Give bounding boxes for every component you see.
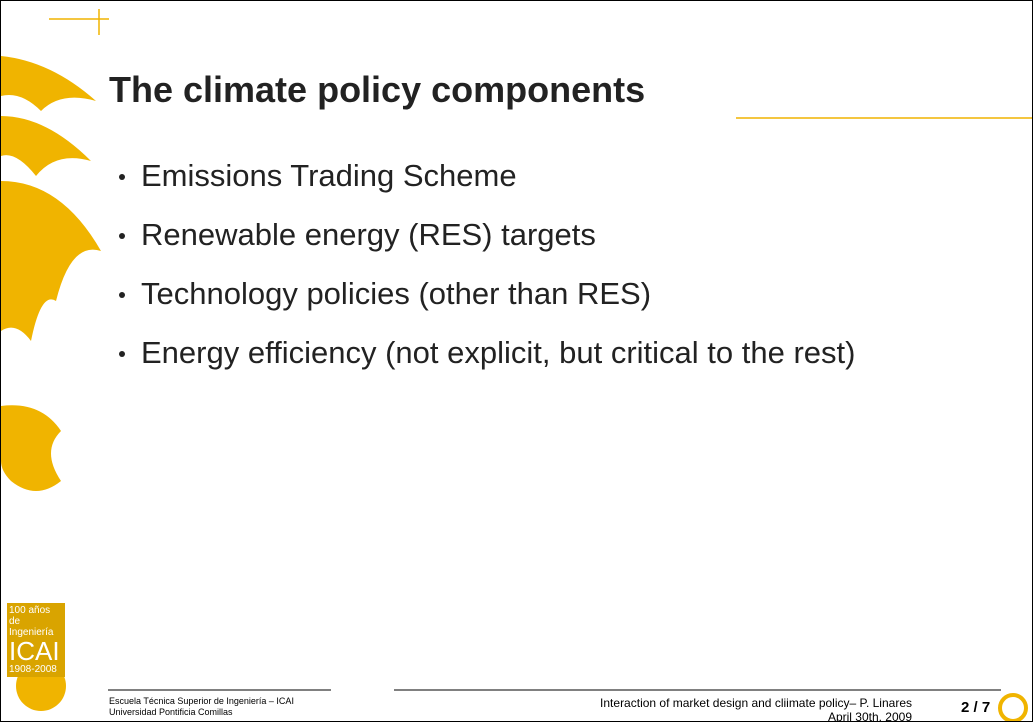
slide-title: The climate policy components: [109, 69, 646, 110]
bullet: Energy efficiency (not explicit, but cri…: [119, 323, 855, 382]
footer-text: Universidad Pontificia Comillas: [109, 707, 233, 717]
footer-talk: Interaction of market design and cliimat…: [600, 696, 912, 722]
footer-text: Escuela Técnica Superior de Ingeniería –…: [109, 696, 294, 706]
footer-text: April 30th, 2009: [827, 710, 912, 722]
footer-school: Escuela Técnica Superior de Ingeniería –…: [109, 696, 294, 718]
bullet: Renewable energy (RES) targets: [119, 205, 855, 264]
bullet-dot: [119, 351, 125, 357]
bullet-text: Energy efficiency (not explicit, but cri…: [141, 335, 856, 370]
page-number: 2 / 7: [961, 699, 991, 716]
footer-text: Interaction of market design and cliimat…: [600, 696, 912, 710]
logo-text: Ingeniería: [9, 627, 54, 638]
logo-text: 100 años de: [9, 605, 51, 627]
bullet-list: Emissions Trading Scheme Renewable energy…: [119, 146, 855, 382]
bullet-dot: [119, 233, 125, 239]
logo: 100 años de Ingeniería ICAI 1908-2008: [7, 603, 65, 677]
bullet-text: Renewable energy (RES) targets: [141, 217, 596, 252]
bullet: Emissions Trading Scheme: [119, 146, 855, 205]
bullet-text: Emissions Trading Scheme: [141, 158, 517, 193]
logo-text: ICAI: [9, 636, 60, 666]
bullet-dot: [119, 174, 125, 180]
bullet-text: Technology policies (other than RES): [141, 276, 652, 311]
bullet: Technology policies (other than RES): [119, 264, 855, 323]
bullet-dot: [119, 292, 125, 298]
logo-text: 1908-2008: [9, 664, 57, 675]
